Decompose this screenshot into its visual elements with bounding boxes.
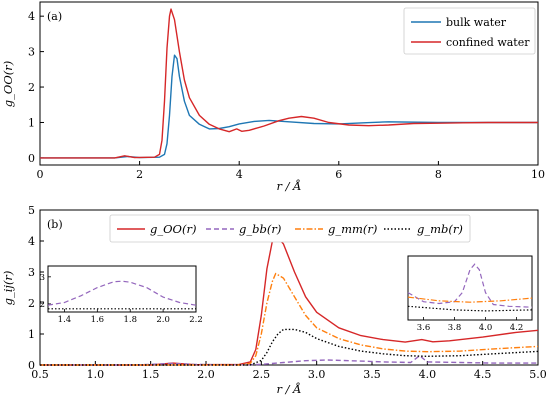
series-line-0 <box>40 54 538 159</box>
x-tick-label: 3.0 <box>308 368 326 381</box>
x-tick-label: 4.5 <box>474 368 492 381</box>
x-tick-label: 2.5 <box>253 368 271 381</box>
inset-y-tick-label: 2 <box>40 300 45 310</box>
y-tick-label: 5 <box>28 204 35 217</box>
panel-b-series <box>40 234 539 366</box>
inset-series-line-0 <box>407 263 533 308</box>
series-line-1 <box>40 8 538 159</box>
x-tick-label: 0.5 <box>31 368 49 381</box>
panel-b-ticks: 0.5 1.0 1.5 2.0 2.5 3.0 3.5 4.0 4.5 5.0 0 1 2 3 4 5 <box>28 204 547 381</box>
legend-label-gbb: g_bb(r) <box>239 222 281 236</box>
panel-a-label: (a) <box>47 10 62 23</box>
inset-x-tick-label: 3.8 <box>448 323 462 333</box>
y-tick-label: 2 <box>28 81 35 94</box>
panel-a-ylabel: g_OO(r) <box>1 61 15 107</box>
inset-y-tick-label: 3 <box>40 273 45 283</box>
legend-label-confined: confined water <box>446 36 530 49</box>
panel-b-frame <box>39 209 539 366</box>
y-tick-label: 3 <box>28 46 35 59</box>
inset-x-tick-label: 1.4 <box>58 315 72 325</box>
panel-b-label: (b) <box>47 218 63 231</box>
x-tick-label: 10 <box>531 168 545 181</box>
inset-x-tick-label: 1.6 <box>91 315 105 325</box>
series-line-3 <box>40 328 539 366</box>
series-line-2 <box>40 272 539 366</box>
panel-b-legend: g_OO(r) g_bb(r) g_mm(r) g_mb(r) <box>109 214 471 243</box>
legend-label-bulk: bulk water <box>446 16 507 29</box>
panel-b-legend-box <box>109 214 471 243</box>
inset-frame <box>47 265 197 313</box>
x-tick-label: 4 <box>236 168 243 181</box>
inset-left: 1.4 1.6 1.8 2.0 2.2 2 3 <box>40 265 203 325</box>
y-tick-label: 2 <box>28 297 35 310</box>
x-tick-label: 1.0 <box>87 368 105 381</box>
inset-right: 3.6 3.8 4.0 4.2 <box>407 255 533 333</box>
panel-b: (b) 0.5 1.0 1.5 2.0 2.5 3.0 3.5 4.0 4.5 5.0 0 1 2 3 4 5… <box>1 204 547 396</box>
y-tick-label: 1 <box>28 116 35 129</box>
panel-b-xlabel: r / Å <box>277 382 302 396</box>
inset-series-line-0 <box>47 280 197 306</box>
x-tick-label: 8 <box>435 168 442 181</box>
inset-x-tick-label: 4.2 <box>510 323 524 333</box>
panel-a-series <box>40 8 538 159</box>
y-tick-label: 4 <box>28 235 35 248</box>
inset-series-line-1 <box>407 296 533 303</box>
x-tick-label: 1.5 <box>142 368 160 381</box>
y-tick-label: 0 <box>28 359 35 372</box>
x-tick-label: 6 <box>335 168 342 181</box>
x-tick-label: 2 <box>136 168 143 181</box>
x-tick-label: 4.0 <box>419 368 437 381</box>
panel-a-xlabel: r / Å <box>277 179 302 193</box>
panel-a-legend: bulk water confined water <box>403 7 536 55</box>
inset-x-tick-label: 2.2 <box>189 315 203 325</box>
series-line-1 <box>40 355 538 366</box>
legend-label-goo: g_OO(r) <box>150 222 196 236</box>
x-tick-label: 3.5 <box>363 368 381 381</box>
panel-a-ticks: 0 2 4 6 8 10 0 1 2 3 4 <box>28 10 545 181</box>
y-tick-label: 3 <box>28 266 35 279</box>
x-tick-label: 2.0 <box>197 368 215 381</box>
legend-label-gmb: g_mb(r) <box>417 222 463 236</box>
inset-x-tick-label: 1.8 <box>123 315 137 325</box>
legend-label-gmm: g_mm(r) <box>328 222 377 236</box>
x-tick-label: 5.0 <box>529 368 547 381</box>
y-tick-label: 4 <box>28 10 35 23</box>
inset-x-tick-label: 2.0 <box>156 315 170 325</box>
panel-a-frame <box>39 1 539 166</box>
y-tick-label: 0 <box>28 152 35 165</box>
panel-b-ylabel: g_ij(r) <box>1 271 15 306</box>
y-tick-label: 1 <box>28 328 35 341</box>
inset-x-tick-label: 3.6 <box>417 323 431 333</box>
x-tick-label: 0 <box>37 168 44 181</box>
panel-a: (a) 0 2 4 6 8 10 0 1 2 3 4 r / Å g_OO(r) bulk wate… <box>1 1 545 193</box>
inset-x-tick-label: 4.0 <box>479 323 493 333</box>
inset-frame <box>407 255 533 321</box>
